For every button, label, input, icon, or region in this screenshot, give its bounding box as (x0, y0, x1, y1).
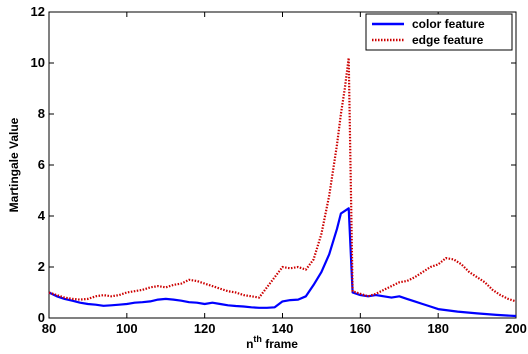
series-layer (48, 56, 517, 318)
y-tick-label: 0 (38, 310, 45, 325)
x-tick-label: 180 (427, 321, 449, 336)
y-tick-label: 8 (38, 106, 45, 121)
x-axis-label-rest: frame (262, 337, 298, 351)
x-tick-label: 200 (505, 321, 527, 336)
legend-label-color-feature: color feature (412, 17, 485, 31)
y-axis-label: Martingale Value (7, 117, 21, 212)
x-tick-label: 160 (349, 321, 371, 336)
x-tick-label: 140 (272, 321, 294, 336)
x-tick-label: 100 (116, 321, 138, 336)
legend: color feature edge feature (365, 13, 513, 51)
x-tick-label: 120 (194, 321, 216, 336)
y-tick-label: 6 (38, 157, 45, 172)
y-tick-label: 10 (31, 55, 45, 70)
axis-ticks: 80 100 120 140 160 180 200 0 2 4 6 8 10 12 (31, 4, 527, 336)
y-tick-label: 2 (38, 259, 45, 274)
x-axis-label: nth frame (246, 334, 298, 351)
x-tick-label: 80 (42, 321, 56, 336)
x-axis-label-sup: th (253, 334, 262, 344)
legend-box (365, 13, 513, 51)
x-axis-label-base: n (246, 337, 253, 351)
plot-area (48, 11, 517, 319)
y-tick-label: 12 (31, 4, 45, 19)
legend-label-edge-feature: edge feature (412, 33, 484, 47)
series-line-color-feature (48, 207, 517, 318)
y-tick-label: 4 (38, 208, 46, 223)
